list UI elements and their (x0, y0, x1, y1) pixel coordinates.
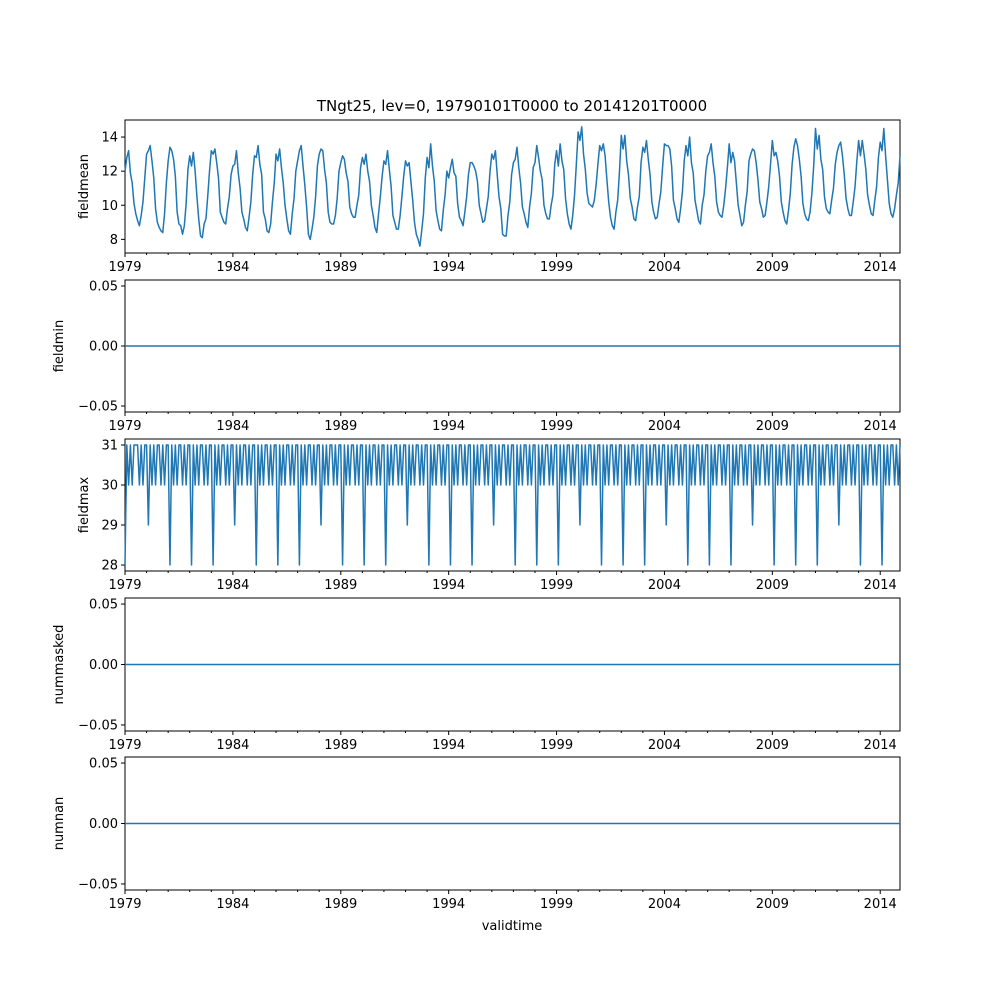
x-tick-label: 1979 (108, 738, 141, 753)
x-tick-label: 1994 (432, 897, 465, 912)
x-tick-label: 2009 (756, 897, 789, 912)
x-tick-label: 2009 (756, 578, 789, 593)
y-tick-label: 0.05 (89, 757, 118, 772)
x-tick-label: 1994 (432, 578, 465, 593)
panel-numnan: −0.05 0.00 0.05 numnan 1979 1984 1989 1994 1999 2… (52, 756, 901, 912)
y-axis-label: nummasked (52, 625, 67, 705)
x-tick-label: 1984 (216, 260, 249, 275)
y-tick-label: 0.00 (89, 658, 118, 673)
x-tick-label: 2009 (756, 738, 789, 753)
y-tick-label: 0.00 (89, 817, 118, 832)
x-tick-label: 1979 (108, 897, 141, 912)
y-axis-label: numnan (52, 797, 67, 851)
y-axis-label: fieldmin (52, 320, 67, 373)
y-tick-label: 14 (101, 131, 118, 146)
y-axis-label: fieldmean (77, 154, 92, 219)
x-tick-label: 1999 (540, 897, 573, 912)
y-tick-label: 0.05 (89, 598, 118, 613)
x-tick-label: 2004 (648, 260, 681, 275)
x-tick-label: 1994 (432, 419, 465, 434)
y-tick-label: 0.00 (89, 340, 118, 355)
y-tick-label: 29 (101, 519, 118, 534)
x-tick-label: 1989 (324, 738, 357, 753)
x-tick-label: 1984 (216, 578, 249, 593)
y-tick-label: −0.05 (78, 718, 118, 733)
y-tick-label: 0.05 (89, 280, 118, 295)
x-tick-label: 2014 (864, 419, 897, 434)
x-tick-label: 1979 (108, 419, 141, 434)
x-tick-label: 2014 (864, 260, 897, 275)
series-line (124, 444, 901, 566)
x-tick-label: 2004 (648, 738, 681, 753)
y-tick-label: 8 (110, 233, 118, 248)
x-tick-label: 2014 (864, 738, 897, 753)
x-tick-label: 1984 (216, 738, 249, 753)
panel-fieldmax: 28 29 30 31 fieldmax 1979 1984 1989 1994 1999 2004… (77, 438, 901, 593)
series-line (124, 126, 901, 247)
x-tick-label: 2004 (648, 578, 681, 593)
axes-frame (124, 438, 901, 572)
x-tick-label: 1994 (432, 738, 465, 753)
x-axis-label: validtime (482, 919, 543, 934)
x-tick-label: 1999 (540, 578, 573, 593)
x-tick-label: 1994 (432, 260, 465, 275)
panel-fieldmin: −0.05 0.00 0.05 fieldmin 1979 1984 1989 1994 199… (52, 279, 901, 434)
x-tick-label: 1979 (108, 578, 141, 593)
x-tick-label: 1979 (108, 260, 141, 275)
x-tick-label: 1999 (540, 260, 573, 275)
x-tick-label: 1984 (216, 419, 249, 434)
x-tick-label: 2004 (648, 897, 681, 912)
x-tick-label: 2014 (864, 578, 897, 593)
x-tick-label: 1989 (324, 578, 357, 593)
x-tick-label: 1989 (324, 260, 357, 275)
x-tick-label: 2009 (756, 260, 789, 275)
x-tick-label: 2004 (648, 419, 681, 434)
y-tick-label: 10 (101, 199, 118, 214)
y-tick-label: 12 (101, 165, 118, 180)
axes-frame (124, 119, 901, 254)
y-axis-label: fieldmax (77, 477, 92, 534)
x-tick-label: 1989 (324, 419, 357, 434)
y-tick-label: −0.05 (78, 400, 118, 415)
y-tick-label: 30 (101, 479, 118, 494)
x-tick-label: 1999 (540, 419, 573, 434)
chart-title: TNgt25, lev=0, 19790101T0000 to 20141201… (316, 97, 707, 115)
y-tick-label: −0.05 (78, 877, 118, 892)
x-tick-label: 2009 (756, 419, 789, 434)
x-tick-label: 1984 (216, 897, 249, 912)
panel-nummasked: −0.05 0.00 0.05 nummasked 1979 1984 1989 1994 19… (52, 597, 901, 753)
x-tick-label: 2014 (864, 897, 897, 912)
y-tick-label: 31 (101, 439, 118, 454)
panels: 8 10 12 14 fieldmean 1979 1984 1989 1994 1999 2004… (52, 119, 901, 912)
panel-fieldmean: 8 10 12 14 fieldmean 1979 1984 1989 1994 1999 2004… (77, 119, 901, 275)
x-tick-label: 1989 (324, 897, 357, 912)
x-tick-label: 1999 (540, 738, 573, 753)
y-tick-label: 28 (101, 559, 118, 574)
